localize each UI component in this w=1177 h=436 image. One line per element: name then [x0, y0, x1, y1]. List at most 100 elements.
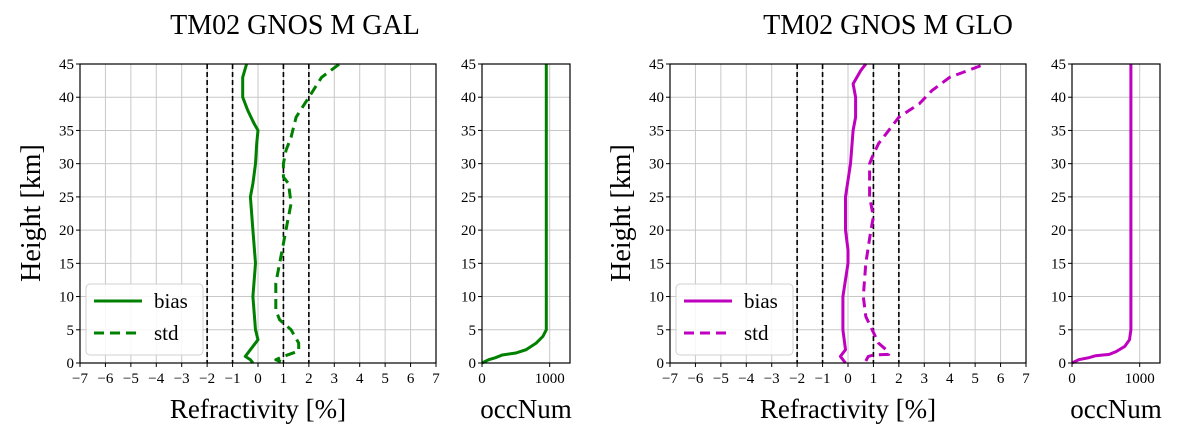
occ-x-tick-label: 0 [478, 371, 486, 387]
x-tick-label: 7 [1022, 371, 1030, 387]
y-tick-label: 20 [59, 223, 74, 239]
occ-x-tick-label: 1000 [535, 371, 565, 387]
chart-title: TM02 GNOS M GAL [170, 10, 420, 41]
legend-label-std: std [744, 321, 769, 345]
occ-y-tick-label: 40 [461, 90, 476, 106]
y-tick-label: 40 [59, 90, 74, 106]
occ-y-tick-label: 20 [461, 223, 476, 239]
occ-y-tick-label: 30 [1051, 157, 1066, 173]
occ-y-tick-label: 35 [461, 123, 476, 139]
y-tick-label: 5 [657, 323, 665, 339]
legend-label-bias: bias [154, 289, 188, 313]
occ-y-tick-label: 5 [1059, 323, 1067, 339]
x-tick-label: −5 [713, 371, 729, 387]
y-tick-label: 20 [649, 223, 664, 239]
x-tick-label: 1 [280, 371, 288, 387]
x-tick-label: −3 [174, 371, 190, 387]
x-tick-label: 0 [844, 371, 852, 387]
legend: bias std [675, 283, 794, 356]
occ-x-tick-label: 1000 [1125, 371, 1155, 387]
series-line-std [861, 62, 986, 362]
y-tick-label: 0 [657, 356, 665, 372]
x-tick-label: −3 [764, 371, 780, 387]
x-tick-label: −5 [123, 371, 139, 387]
y-tick-label: 10 [649, 290, 664, 306]
occ-y-tick-label: 10 [1051, 290, 1066, 306]
occ-y-tick-label: 35 [1051, 123, 1066, 139]
chart-title: TM02 GNOS M GLO [763, 10, 1013, 41]
x-tick-label: −7 [72, 371, 88, 387]
occ-y-tick-label: 30 [461, 157, 476, 173]
x-axis-label: Refractivity [%] [760, 394, 936, 424]
x-tick-label: 4 [356, 371, 364, 387]
occnum-line [481, 64, 548, 365]
legend: bias std [85, 283, 204, 356]
plot-frame [669, 63, 1027, 364]
y-tick-label: 10 [59, 290, 74, 306]
occ-x-axis-label: occNum [480, 394, 571, 424]
occnum-line [1071, 64, 1133, 365]
x-tick-label: 5 [971, 371, 979, 387]
occ-y-tick-label: 25 [1051, 190, 1066, 206]
x-tick-label: 2 [895, 371, 903, 387]
occ-y-tick-label: 15 [461, 256, 476, 272]
x-tick-label: −1 [225, 371, 241, 387]
occ-y-tick-label: 5 [469, 323, 477, 339]
y-tick-label: 35 [649, 123, 664, 139]
x-tick-label: 6 [997, 371, 1005, 387]
y-tick-label: 5 [67, 323, 75, 339]
y-tick-label: 45 [649, 57, 664, 73]
y-axis-label: Height [km] [16, 144, 47, 282]
occ-y-tick-label: 20 [1051, 223, 1066, 239]
x-tick-label: 1 [870, 371, 878, 387]
occ-x-axis-label: occNum [1070, 394, 1161, 424]
x-tick-label: 3 [921, 371, 929, 387]
series-line-bias [838, 63, 867, 364]
x-tick-label: 5 [381, 371, 389, 387]
occ-y-tick-label: 10 [461, 290, 476, 306]
occ-plot-frame [1071, 63, 1161, 364]
occ-x-tick-label: 0 [1068, 371, 1076, 387]
legend-label-std: std [154, 321, 179, 345]
chart-panel-glo: TM02 GNOS M GLO−7 −6 −5 −4 −3 −2 −1 0 1 2 3 4 5 6 70 05… [606, 10, 1162, 424]
series-line-std [274, 62, 341, 364]
y-tick-label: 30 [59, 157, 74, 173]
y-tick-label: 0 [67, 356, 75, 372]
x-tick-label: −4 [738, 371, 754, 387]
occ-y-tick-label: 0 [469, 356, 477, 372]
occ-y-tick-label: 40 [1051, 90, 1066, 106]
occ-y-tick-label: 45 [461, 57, 476, 73]
y-tick-label: 30 [649, 157, 664, 173]
series-line-bias [241, 63, 260, 364]
x-axis-label: Refractivity [%] [170, 394, 346, 424]
y-tick-label: 15 [59, 256, 74, 272]
x-tick-label: −7 [662, 371, 678, 387]
x-tick-label: −4 [148, 371, 164, 387]
x-tick-label: 4 [946, 371, 954, 387]
x-tick-label: −2 [789, 371, 805, 387]
y-tick-label: 15 [649, 256, 664, 272]
x-tick-label: 3 [331, 371, 339, 387]
occ-y-tick-label: 0 [1059, 356, 1067, 372]
occ-plot-frame [481, 63, 571, 364]
plot-frame [79, 63, 437, 364]
x-tick-label: 6 [407, 371, 415, 387]
y-axis-label: Height [km] [606, 144, 637, 282]
y-tick-label: 25 [59, 190, 74, 206]
x-tick-label: −6 [97, 371, 113, 387]
y-tick-label: 25 [649, 190, 664, 206]
y-tick-label: 35 [59, 123, 74, 139]
occ-y-tick-label: 45 [1051, 57, 1066, 73]
y-tick-label: 40 [649, 90, 664, 106]
legend-label-bias: bias [744, 289, 778, 313]
x-tick-label: −1 [815, 371, 831, 387]
x-tick-label: 2 [305, 371, 313, 387]
x-tick-label: −2 [199, 371, 215, 387]
occ-y-tick-label: 25 [461, 190, 476, 206]
x-tick-label: 7 [432, 371, 440, 387]
chart-panel-gal: TM02 GNOS M GAL−7 −6 −5 −4 −3 −2 −1 0 1 2 3 4 5 6 70 05… [16, 10, 572, 424]
x-tick-label: 0 [254, 371, 262, 387]
occ-y-tick-label: 15 [1051, 256, 1066, 272]
y-tick-label: 45 [59, 57, 74, 73]
